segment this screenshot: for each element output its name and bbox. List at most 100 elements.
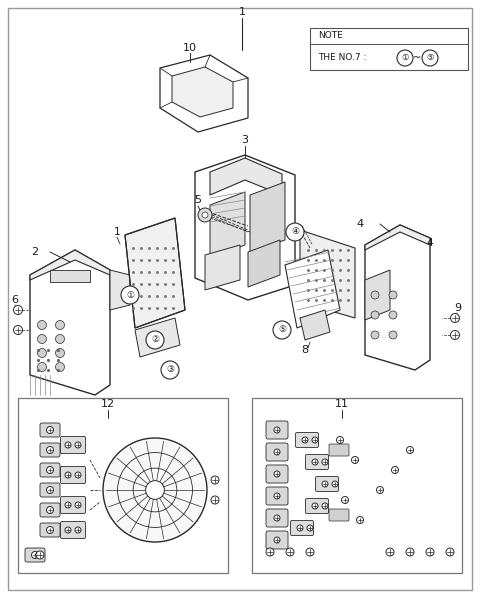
FancyBboxPatch shape [60, 521, 85, 539]
Circle shape [37, 320, 47, 329]
Text: 8: 8 [301, 345, 309, 355]
Circle shape [422, 50, 438, 66]
Text: THE NO.7 :: THE NO.7 : [318, 53, 369, 62]
Polygon shape [30, 250, 110, 395]
FancyBboxPatch shape [40, 523, 60, 537]
FancyBboxPatch shape [266, 443, 288, 461]
Text: ⑤: ⑤ [278, 325, 286, 335]
Text: 11: 11 [335, 399, 349, 409]
Circle shape [386, 548, 394, 556]
Text: 12: 12 [101, 399, 115, 409]
Circle shape [397, 50, 413, 66]
Circle shape [451, 331, 459, 340]
Polygon shape [250, 182, 285, 252]
Circle shape [47, 487, 53, 493]
Circle shape [312, 503, 318, 509]
Circle shape [202, 212, 208, 218]
FancyBboxPatch shape [266, 509, 288, 527]
Circle shape [161, 361, 179, 379]
Circle shape [75, 502, 81, 508]
Circle shape [65, 442, 71, 448]
Circle shape [322, 459, 328, 465]
Circle shape [65, 502, 71, 508]
Polygon shape [365, 270, 390, 320]
Bar [18, 398, 228, 573]
FancyBboxPatch shape [40, 443, 60, 457]
Text: 10: 10 [183, 43, 197, 53]
Circle shape [47, 427, 53, 433]
FancyBboxPatch shape [266, 487, 288, 505]
Circle shape [266, 548, 274, 556]
FancyBboxPatch shape [329, 509, 349, 521]
Text: ④: ④ [291, 227, 299, 236]
Circle shape [274, 427, 280, 433]
Polygon shape [300, 230, 355, 318]
Text: 4: 4 [427, 238, 433, 248]
Polygon shape [300, 310, 330, 340]
FancyBboxPatch shape [40, 423, 60, 437]
FancyBboxPatch shape [40, 503, 60, 517]
FancyBboxPatch shape [60, 467, 85, 484]
Circle shape [37, 335, 47, 343]
Circle shape [145, 481, 164, 499]
FancyBboxPatch shape [305, 499, 328, 514]
Circle shape [371, 311, 379, 319]
Polygon shape [285, 250, 340, 328]
Text: 1: 1 [114, 227, 120, 237]
FancyBboxPatch shape [25, 548, 45, 562]
Circle shape [37, 362, 47, 371]
Circle shape [32, 551, 38, 559]
Circle shape [47, 446, 53, 454]
Polygon shape [135, 318, 180, 357]
Circle shape [274, 515, 280, 521]
Polygon shape [205, 245, 240, 290]
FancyBboxPatch shape [60, 497, 85, 514]
Circle shape [286, 223, 304, 241]
Circle shape [274, 493, 280, 499]
Circle shape [75, 527, 81, 533]
Circle shape [286, 548, 294, 556]
Text: ①: ① [401, 53, 409, 62]
Circle shape [322, 503, 328, 509]
Circle shape [273, 321, 291, 339]
Text: 6: 6 [12, 295, 19, 305]
FancyBboxPatch shape [40, 483, 60, 497]
Text: 9: 9 [455, 303, 462, 313]
Circle shape [371, 291, 379, 299]
FancyBboxPatch shape [296, 433, 319, 448]
Circle shape [75, 472, 81, 478]
Text: ~: ~ [413, 53, 421, 63]
FancyBboxPatch shape [60, 437, 85, 454]
Circle shape [297, 525, 303, 531]
Circle shape [37, 349, 47, 358]
Circle shape [336, 437, 344, 443]
Polygon shape [365, 225, 430, 250]
Circle shape [13, 325, 23, 335]
Circle shape [357, 517, 363, 523]
Circle shape [302, 437, 308, 443]
FancyBboxPatch shape [266, 465, 288, 483]
Circle shape [47, 506, 53, 514]
Circle shape [451, 313, 459, 323]
Circle shape [56, 335, 64, 343]
Polygon shape [248, 240, 280, 287]
Text: 1: 1 [239, 7, 245, 17]
Polygon shape [365, 225, 430, 370]
Text: ⑤: ⑤ [426, 53, 434, 62]
Circle shape [389, 311, 397, 319]
Circle shape [351, 457, 359, 463]
Polygon shape [172, 67, 233, 117]
Circle shape [211, 496, 219, 504]
Circle shape [65, 527, 71, 533]
FancyBboxPatch shape [40, 463, 60, 477]
FancyBboxPatch shape [329, 444, 349, 456]
Circle shape [406, 548, 414, 556]
Circle shape [47, 467, 53, 473]
Text: ③: ③ [166, 365, 174, 374]
Circle shape [307, 525, 313, 531]
Circle shape [407, 446, 413, 454]
Circle shape [312, 459, 318, 465]
FancyBboxPatch shape [266, 421, 288, 439]
Text: 5: 5 [194, 195, 202, 205]
Circle shape [56, 362, 64, 371]
